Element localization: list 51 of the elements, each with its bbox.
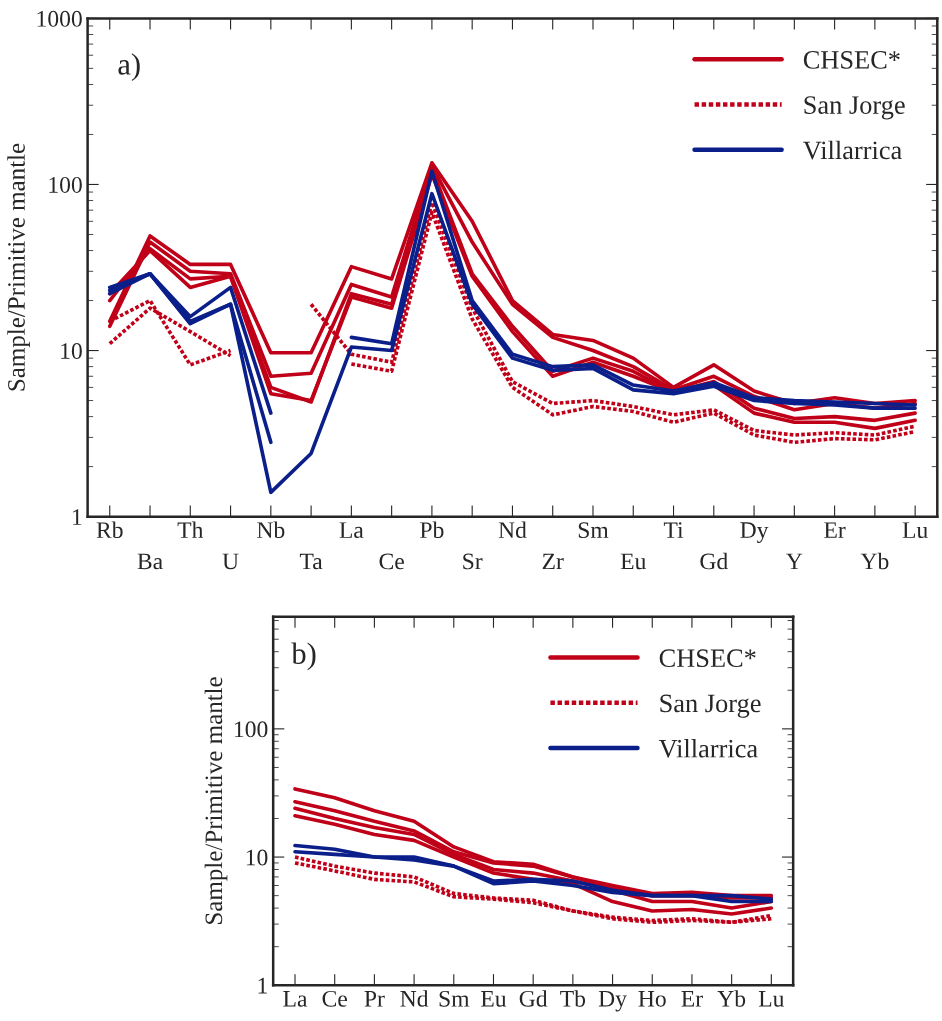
x-tick-label: Sm: [439, 990, 470, 1007]
x-tick-label: Ce: [322, 990, 347, 1007]
x-tick-label: Pr: [364, 991, 385, 1007]
legend-label: CHSEC*: [659, 649, 756, 668]
x-tick-label: Ce: [379, 553, 404, 570]
x-tick-label: Tb: [560, 990, 586, 1007]
x-tick-label: Ba: [137, 553, 163, 570]
legend-label: San Jorge: [804, 96, 905, 120]
x-tick-label: Y: [786, 553, 803, 570]
annotation: a): [118, 53, 140, 81]
legend-label: Villarrica: [658, 738, 758, 758]
x-tick-label: Rb: [96, 521, 123, 539]
x-tick-label: Sm: [578, 522, 609, 539]
y-tick-label: 10: [246, 849, 268, 866]
annotation: b): [291, 642, 316, 671]
x-tick-label: Ta: [299, 553, 323, 570]
x-tick-label: U: [222, 553, 239, 570]
legend-label: CHSEC*: [803, 51, 900, 69]
x-tick-label: Nd: [400, 990, 429, 1007]
x-tick-label: Dy: [740, 522, 769, 543]
legend-label: Villarrica: [803, 140, 902, 160]
x-tick-label: La: [339, 522, 364, 539]
x-tick-label: Nb: [257, 521, 285, 539]
x-tick-label: Pb: [420, 521, 444, 539]
y-tick-label: 1000: [37, 10, 82, 27]
x-tick-label: Sr: [463, 553, 483, 570]
y-tick-label: 10: [61, 343, 82, 359]
x-tick-label: Nd: [498, 521, 527, 539]
x-tick-label: Lu: [902, 522, 928, 539]
x-tick-label: La: [283, 991, 308, 1007]
legend-label: San Jorge: [660, 694, 761, 718]
x-tick-label: Gd: [700, 552, 728, 570]
x-tick-label: Lu: [758, 991, 785, 1007]
x-tick-label: Yb: [717, 990, 746, 1007]
y-tick-label: 100: [49, 176, 82, 193]
x-tick-label: Er: [824, 522, 846, 538]
y-axis-title: Sample/Primitive mantle: [204, 677, 228, 924]
y-tick-label: 100: [234, 721, 268, 738]
y-tick-label: 1: [258, 977, 267, 994]
x-tick-label: Gd: [519, 990, 548, 1007]
x-tick-label: Ti: [663, 522, 684, 538]
x-tick-label: Th: [177, 521, 204, 538]
y-axis-title: Sample/Primitive mantle: [7, 143, 30, 391]
x-tick-label: Er: [681, 991, 703, 1007]
x-tick-label: Dy: [598, 990, 627, 1012]
x-tick-label: Eu: [620, 553, 646, 570]
y-tick-label: 1: [73, 509, 82, 525]
x-tick-label: Yb: [860, 552, 889, 570]
x-tick-label: Zr: [542, 553, 564, 570]
x-tick-label: Eu: [481, 991, 507, 1007]
x-tick-label: Ho: [638, 991, 666, 1007]
